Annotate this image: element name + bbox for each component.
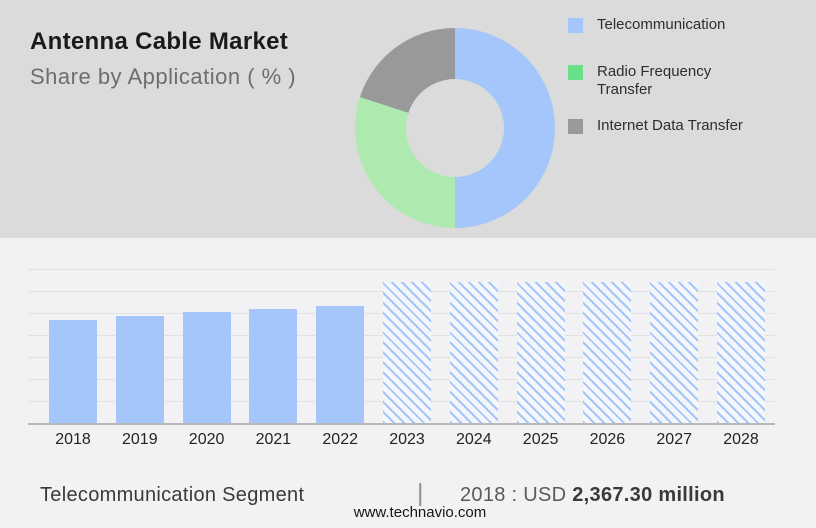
value-amount: 2,367.30 million (572, 484, 725, 506)
x-axis-label: 2028 (723, 431, 759, 448)
page-title: Antenna Cable Market (30, 28, 289, 55)
separator-bar: | (417, 479, 424, 507)
x-axis-label: 2020 (188, 431, 225, 448)
header-section: Antenna Cable Market Share by Applicatio… (0, 0, 816, 238)
chart-legend: Telecommunication Radio Frequency Transfe… (568, 14, 800, 224)
bar-forecast (717, 282, 765, 423)
bar-forecast (383, 282, 431, 423)
legend-label: Internet Data Transfer (597, 117, 743, 134)
legend-item: Radio Frequency Transfer (568, 63, 767, 99)
website-url: www.technavio.com (353, 504, 487, 521)
bar-historic (49, 320, 97, 423)
x-axis-label: 2026 (589, 431, 626, 448)
bar-historic (182, 312, 231, 423)
legend-label: Radio Frequency Transfer (597, 63, 712, 98)
x-axis-line (28, 423, 775, 425)
donut-hole (406, 79, 504, 177)
bar-historic (115, 316, 164, 423)
x-axis-label: 2018 (55, 431, 91, 448)
bar-forecast (583, 282, 632, 423)
legend-item: Telecommunication (568, 16, 767, 34)
x-axis-label: 2027 (656, 431, 692, 448)
legend-label: Telecommunication (597, 16, 726, 33)
legend-item: Internet Data Transfer (568, 117, 767, 135)
gridline (28, 269, 775, 270)
x-axis-label: 2019 (122, 431, 158, 448)
bar-forecast (516, 282, 565, 423)
bar-historic (316, 306, 365, 423)
bar-chart: 2018 2019 2020 2021 2022 2023 2024 2025 2026 2027… (0, 238, 816, 528)
value-prefix: 2018 : USD (460, 484, 567, 506)
bar-chart-section: 2018 2019 2020 2021 2022 2023 2024 2025 2026 2027… (0, 238, 816, 528)
legend-swatch-icon (568, 18, 583, 33)
x-axis-label: 2022 (322, 431, 358, 448)
bar-historic (249, 309, 298, 423)
x-axis-label: 2021 (255, 431, 292, 448)
x-axis-label: 2023 (389, 431, 425, 448)
bar-forecast (650, 282, 699, 423)
segment-label: Telecommunication Segment (40, 484, 305, 506)
title-block: Antenna Cable Market Share by Applicatio… (30, 28, 296, 90)
legend-swatch-icon (568, 119, 583, 134)
page-subtitle: Share by Application ( % ) (30, 64, 297, 89)
bar-forecast (449, 282, 498, 423)
donut-chart (355, 28, 555, 228)
x-axis-label: 2025 (522, 431, 559, 448)
segment-value: 2018 : USD 2,367.30 million (460, 484, 725, 507)
legend-swatch-icon (568, 65, 583, 80)
x-axis-label: 2024 (456, 431, 492, 448)
